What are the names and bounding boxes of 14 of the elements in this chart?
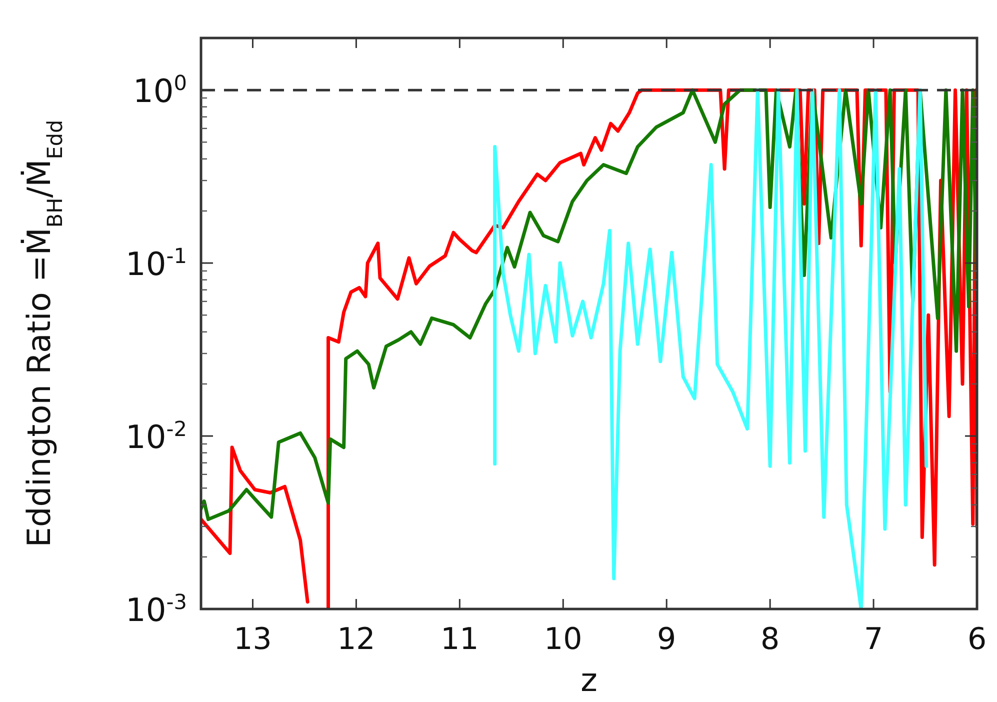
x-tick-label: 12: [337, 622, 376, 657]
x-tick-label: 13: [234, 622, 272, 657]
x-tick-label: 9: [657, 622, 676, 657]
x-tick-label: 10: [544, 622, 582, 657]
x-tick-label: 8: [760, 622, 780, 657]
x-axis-title: z: [580, 661, 598, 699]
x-tick-label: 11: [440, 622, 479, 657]
y-tick-label: 10$^{-3}$: [126, 590, 187, 629]
y-tick-label: 10$^{0}$: [133, 71, 187, 110]
line-series: [493, 88, 928, 609]
y-tick-label: 10$^{-1}$: [126, 244, 187, 284]
x-tick-label: 7: [864, 622, 884, 657]
x-tick-label: 6: [967, 622, 987, 657]
y-tick-label: 10$^{-2}$: [126, 417, 187, 456]
